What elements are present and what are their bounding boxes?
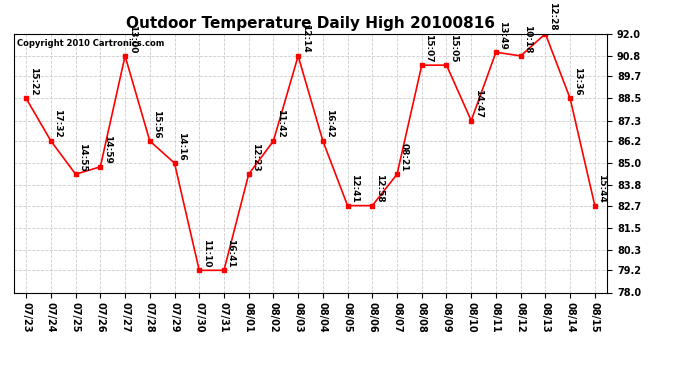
Text: 14:59: 14:59 (103, 135, 112, 164)
Text: 16:42: 16:42 (326, 110, 335, 138)
Text: 12:41: 12:41 (350, 174, 359, 203)
Text: 15:22: 15:22 (29, 67, 38, 96)
Text: 12:58: 12:58 (375, 174, 384, 203)
Text: 11:10: 11:10 (201, 239, 210, 267)
Text: 12:14: 12:14 (301, 24, 310, 53)
Text: 15:56: 15:56 (152, 110, 161, 138)
Title: Outdoor Temperature Daily High 20100816: Outdoor Temperature Daily High 20100816 (126, 16, 495, 31)
Text: 13:36: 13:36 (573, 67, 582, 96)
Text: 14:55: 14:55 (78, 143, 87, 171)
Text: 15:44: 15:44 (598, 174, 607, 203)
Text: 13:49: 13:49 (498, 21, 507, 50)
Text: 11:42: 11:42 (276, 110, 285, 138)
Text: 10:18: 10:18 (523, 25, 532, 53)
Text: Copyright 2010 Cartronics.com: Copyright 2010 Cartronics.com (17, 39, 164, 48)
Text: 13:00: 13:00 (128, 25, 137, 53)
Text: 15:07: 15:07 (424, 34, 433, 62)
Text: 15:05: 15:05 (449, 34, 458, 62)
Text: 16:41: 16:41 (226, 239, 235, 267)
Text: 12:23: 12:23 (251, 143, 260, 171)
Text: 14:16: 14:16 (177, 132, 186, 160)
Text: 08:21: 08:21 (400, 143, 408, 171)
Text: 14:47: 14:47 (474, 89, 483, 118)
Text: 17:32: 17:32 (53, 110, 62, 138)
Text: 12:28: 12:28 (548, 2, 557, 31)
